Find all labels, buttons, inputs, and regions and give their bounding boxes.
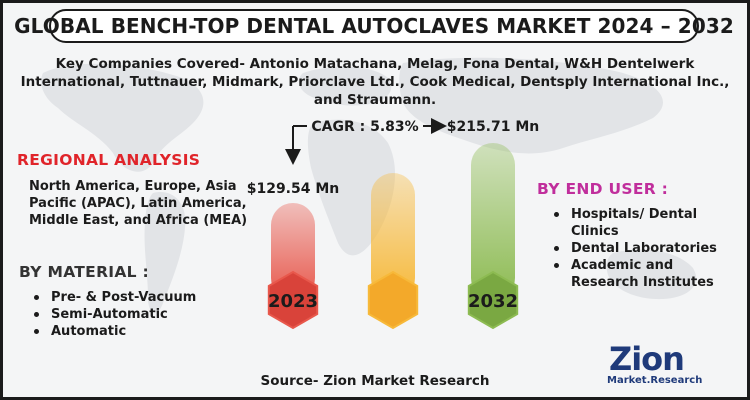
bar-2032 — [471, 143, 515, 300]
category-label-2023: 2023 — [268, 291, 318, 312]
hexagon-2032 — [467, 270, 519, 330]
page-title: GLOBAL BENCH-TOP DENTAL AUTOCLAVES MARKE… — [14, 9, 734, 43]
list-item: Dental Laboratories — [549, 240, 739, 257]
logo-name: Zion — [609, 340, 685, 378]
hexagon-2023 — [267, 270, 319, 330]
list-item: Semi-Automatic — [29, 306, 196, 323]
market-chart: 2023 2032 CAGR : 5.83% $129.54 Mn $215.71… — [247, 118, 540, 330]
bar-2023 — [271, 203, 315, 300]
material-list: Pre- & Post-Vacuum Semi-Automatic Automa… — [29, 289, 196, 340]
end-user-list: Hospitals/ Dental Clinics Dental Laborat… — [549, 206, 739, 291]
world-map-background — [41, 57, 697, 313]
list-item: Pre- & Post-Vacuum — [29, 289, 196, 306]
regional-analysis-title: REGIONAL ANALYSIS — [17, 151, 201, 169]
bar-mid — [371, 173, 415, 300]
list-item: Hospitals/ Dental Clinics — [549, 206, 739, 240]
key-companies-text: Key Companies Covered- Antonio Matachana… — [20, 56, 730, 108]
list-item: Academic and Research Institutes — [549, 257, 739, 291]
source-text: Source- Zion Market Research — [260, 373, 490, 389]
cagr-label: CAGR : 5.83% — [311, 119, 418, 135]
regional-analysis-text: North America, Europe, Asia Pacific (APA… — [29, 179, 248, 228]
value-label-2032: $215.71 Mn — [447, 119, 540, 135]
hexagon-mid — [367, 270, 419, 330]
logo-subtitle: Market.Research — [607, 375, 703, 386]
list-item: Automatic — [29, 323, 196, 340]
by-end-user-title: BY END USER : — [537, 180, 669, 198]
by-material-title: BY MATERIAL : — [19, 263, 150, 281]
value-label-2023: $129.54 Mn — [247, 181, 340, 197]
category-label-2032: 2032 — [468, 291, 518, 312]
